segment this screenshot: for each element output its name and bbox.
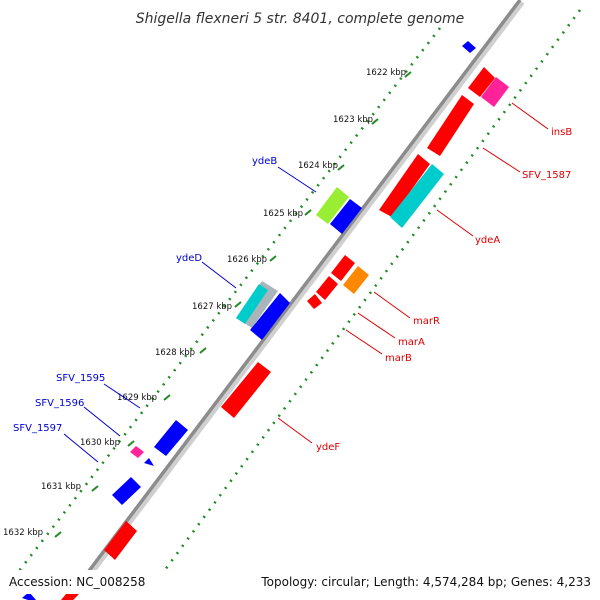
leader-line [482,147,521,173]
tick-label: 1629 kbp [117,393,157,403]
gene-label-marA: marA [398,337,425,348]
gene-label-ydeF: ydeF [316,442,340,453]
genome-summary: Topology: circular; Length: 4,574,284 bp… [260,575,591,589]
tick-mark [127,440,135,447]
tick-label: 1625 kbp [263,209,303,219]
leader-line [357,312,396,339]
leader-line [277,417,313,444]
gene-label-SFV_1587: SFV_1587 [522,170,571,181]
gene-label-ydeA: ydeA [475,235,500,246]
gene-arrow[interactable] [468,67,495,97]
gene-SFV_1597[interactable] [144,458,154,466]
gene-label-SFV_1597: SFV_1597 [13,423,62,434]
gene-arrow[interactable] [250,293,290,340]
gene-marA[interactable] [343,266,369,294]
leader-line [277,166,317,193]
leader-line [345,329,383,355]
genome-backbone [65,0,522,600]
tick-label: 1626 kbp [227,255,267,265]
gene-SFV_1587[interactable] [427,95,474,156]
gene-ydeF[interactable] [221,362,271,418]
forward-labels: ydeB ydeD SFV_1595 SFV_1596 SFV_1597 [13,156,317,463]
gene-arrow[interactable] [462,41,476,53]
gene-label-insB: insB [551,127,572,138]
map-title: Shigella flexneri 5 str. 8401, complete … [136,11,465,27]
gene-label-ydeB: ydeB [252,156,277,167]
gene-arrow[interactable] [307,294,322,309]
tick-mark [304,209,312,216]
tick-label: 1631 kbp [41,482,81,492]
reverse-genes [61,67,509,600]
gene-insB[interactable] [481,77,509,107]
gene-arrow[interactable] [104,521,137,560]
leader-line [103,383,141,409]
footer-backdrop [0,570,600,594]
leader-line [373,291,411,319]
tick-mark [54,531,62,538]
tick-mark [371,118,379,125]
tick-mark [91,485,99,492]
gene-ydeB[interactable] [316,187,349,224]
gene-arrow[interactable] [330,199,362,234]
gene-arrow[interactable] [379,154,430,217]
accession-text: Accession: NC_008258 [9,575,145,589]
gene-label-marR: marR [413,316,440,327]
tick-label: 1628 kbp [155,348,195,358]
backbone-shadow [66,0,525,600]
tick-mark [404,71,412,78]
tick-mark [337,164,345,171]
leader-line [436,209,474,237]
tick-mark [163,394,171,401]
reverse-labels: insB SFV_1587 ydeA marR marA marB ydeF [277,102,572,453]
gene-ydeD-cyan[interactable] [236,284,268,324]
tick-label: 1624 kbp [298,161,338,171]
forward-genes [22,41,476,600]
tick-mark [199,347,207,354]
tick-label: 1622 kbp [366,68,406,78]
gene-marR[interactable] [331,255,355,281]
tick-label: 1627 kbp [192,302,232,312]
tick-group: 1622 kbp 1623 kbp 1624 kbp 1625 kbp 1626… [3,68,412,538]
outer-tick-track [148,9,582,591]
gene-arrow[interactable] [112,477,141,505]
gene-label-ydeD: ydeD [176,253,202,264]
tick-label: 1632 kbp [3,528,43,538]
gene-label-marB: marB [385,353,412,364]
leader-line [63,433,99,463]
gene-label-SFV_1595: SFV_1595 [56,373,105,384]
leader-line [511,102,549,130]
gene-arrow[interactable] [154,420,188,456]
gene-SFV_1596[interactable] [130,446,144,458]
gene-arrow[interactable] [22,592,36,600]
tick-mark [269,255,277,262]
gene-label-SFV_1596: SFV_1596 [35,398,84,409]
tick-label: 1630 kbp [80,438,120,448]
leader-line [83,406,121,437]
gene-ydeA[interactable] [390,164,444,228]
leader-line [201,261,237,289]
tick-mark [234,301,242,308]
tick-label: 1623 kbp [333,115,373,125]
gene-marB[interactable] [316,276,338,300]
